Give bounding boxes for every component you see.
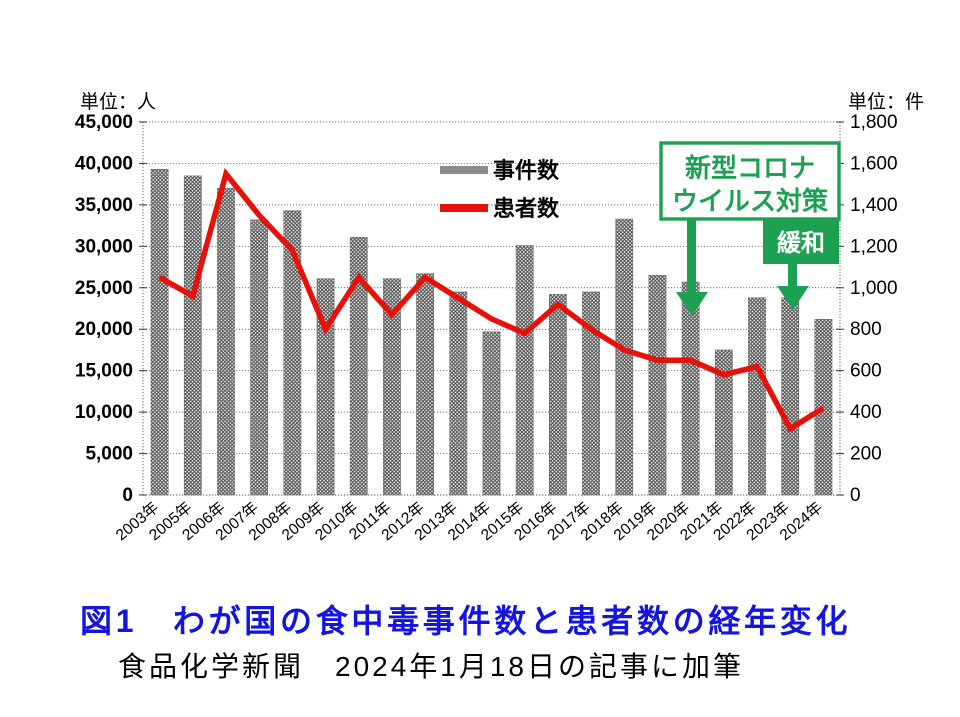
svg-text:30,000: 30,000: [75, 236, 133, 257]
svg-text:15,000: 15,000: [75, 361, 133, 382]
svg-text:新型コロナ: 新型コロナ: [685, 153, 815, 183]
svg-text:事件数: 事件数: [493, 158, 560, 183]
svg-text:10,000: 10,000: [75, 402, 133, 423]
svg-text:40,000: 40,000: [75, 153, 133, 174]
svg-text:1,400: 1,400: [850, 195, 898, 216]
svg-text:単位：件: 単位：件: [848, 91, 924, 113]
svg-text:20,000: 20,000: [75, 319, 133, 340]
svg-text:ウイルス対策: ウイルス対策: [672, 186, 828, 216]
svg-text:600: 600: [850, 361, 882, 382]
svg-text:患者数: 患者数: [493, 196, 560, 221]
svg-text:5,000: 5,000: [85, 444, 133, 465]
svg-text:緩和: 緩和: [777, 229, 825, 257]
svg-text:1,600: 1,600: [850, 153, 898, 174]
svg-text:400: 400: [850, 402, 882, 423]
svg-text:0: 0: [850, 485, 861, 506]
svg-text:200: 200: [850, 444, 882, 465]
svg-text:1,000: 1,000: [850, 278, 898, 299]
svg-text:0: 0: [122, 485, 133, 506]
svg-text:単位：人: 単位：人: [80, 91, 156, 113]
svg-text:35,000: 35,000: [75, 195, 133, 216]
svg-text:1,200: 1,200: [850, 236, 898, 257]
svg-text:1,800: 1,800: [850, 112, 898, 133]
svg-text:800: 800: [850, 319, 882, 340]
svg-text:25,000: 25,000: [75, 278, 133, 299]
svg-text:45,000: 45,000: [75, 112, 133, 133]
